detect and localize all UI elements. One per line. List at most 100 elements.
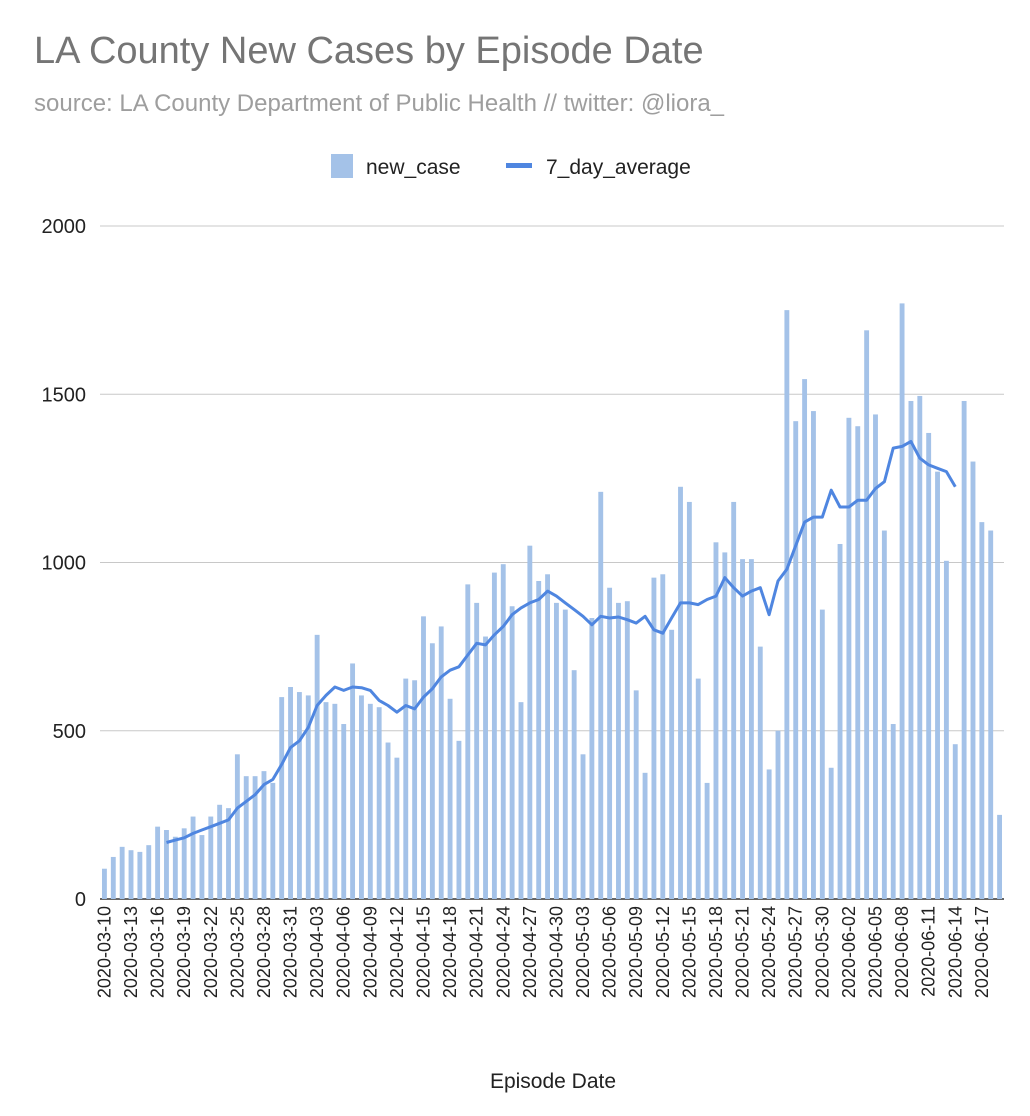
- y-tick-label: 1000: [42, 553, 87, 575]
- bars-new-case: [101, 303, 1003, 899]
- bar-new-case: [571, 670, 577, 899]
- bar-new-case: [350, 663, 356, 899]
- bar-new-case: [181, 828, 187, 899]
- bar-new-case: [819, 609, 825, 899]
- bar-new-case: [359, 695, 364, 899]
- bar-new-case: [784, 310, 790, 899]
- x-tick-label: 2020-05-27: [786, 906, 806, 998]
- x-tick-label: 2020-05-15: [679, 906, 699, 998]
- x-tick-label: 2020-06-14: [945, 906, 965, 998]
- bar-new-case: [536, 581, 542, 899]
- bar-new-case: [155, 826, 161, 899]
- bar-new-case: [873, 414, 878, 899]
- bar-new-case: [890, 724, 896, 899]
- x-tick-label: 2020-03-22: [201, 906, 221, 998]
- x-tick-label: 2020-04-27: [520, 906, 540, 998]
- y-tick-label: 1500: [42, 384, 87, 406]
- x-tick-label: 2020-06-02: [839, 906, 859, 998]
- y-axis-ticks: 0 500 1000 1500 2000: [42, 216, 87, 911]
- bar-new-case: [642, 772, 648, 899]
- gridlines: [100, 225, 1004, 900]
- bar-new-case: [110, 856, 116, 899]
- bar-new-case: [740, 559, 745, 899]
- x-tick-label: 2020-05-03: [573, 906, 593, 998]
- legend-swatch-7-day-average: [506, 163, 532, 168]
- bar-new-case: [988, 530, 994, 899]
- bar-new-case: [394, 757, 400, 899]
- bar-new-case: [314, 634, 320, 899]
- bar-new-case: [438, 626, 444, 899]
- bar-new-case: [190, 816, 196, 899]
- bar-new-case: [421, 616, 426, 899]
- bar-new-case: [491, 572, 497, 899]
- x-tick-label: 2020-06-05: [865, 906, 885, 998]
- bar-new-case: [828, 767, 834, 899]
- bar-new-case: [518, 702, 524, 899]
- x-tick-label: 2020-03-28: [254, 906, 274, 998]
- bar-new-case: [474, 602, 480, 899]
- legend-swatch-new-case: [331, 154, 353, 178]
- legend-label-7-day-average: 7_day_average: [546, 156, 691, 179]
- bar-new-case: [837, 543, 843, 899]
- bar-new-case: [137, 851, 143, 899]
- bar-new-case: [465, 584, 471, 899]
- bar-new-case: [669, 629, 675, 899]
- x-tick-label: 2020-03-13: [121, 906, 141, 998]
- line-7-day-average: [166, 439, 957, 844]
- x-tick-label: 2020-06-17: [972, 906, 992, 998]
- bar-new-case: [164, 830, 169, 899]
- bar-new-case: [811, 411, 816, 899]
- x-tick-label: 2020-05-18: [706, 906, 726, 998]
- x-tick-label: 2020-04-09: [360, 906, 380, 998]
- bar-new-case: [961, 400, 967, 899]
- bar-new-case: [456, 740, 462, 899]
- bar-new-case: [713, 542, 719, 899]
- bar-new-case: [199, 835, 205, 899]
- x-tick-label: 2020-03-19: [174, 906, 194, 998]
- bar-new-case: [908, 400, 914, 899]
- bar-new-case: [500, 564, 506, 899]
- bar-new-case: [128, 850, 134, 899]
- bar-new-case: [243, 776, 249, 899]
- bar-new-case: [527, 545, 533, 899]
- x-tick-label: 2020-04-18: [440, 906, 460, 998]
- chart-subtitle: source: LA County Department of Public H…: [34, 90, 725, 117]
- y-tick-label: 500: [53, 721, 86, 743]
- bar-new-case: [624, 601, 630, 899]
- x-tick-label: 2020-04-24: [493, 906, 513, 998]
- bar-new-case: [864, 330, 870, 899]
- bar-new-case: [731, 501, 737, 899]
- bar-new-case: [943, 560, 949, 899]
- bar-new-case: [305, 695, 311, 899]
- x-tick-label: 2020-03-31: [281, 906, 301, 998]
- x-tick-label: 2020-05-09: [626, 906, 646, 998]
- bar-new-case: [429, 643, 435, 899]
- bar-new-case: [483, 636, 488, 899]
- bar-new-case: [332, 703, 338, 899]
- bar-new-case: [881, 530, 887, 899]
- x-tick-label: 2020-06-08: [892, 906, 912, 998]
- bar-new-case: [146, 845, 152, 899]
- bar-new-case: [633, 690, 639, 899]
- x-tick-label: 2020-03-10: [94, 906, 114, 998]
- bar-new-case: [296, 692, 302, 899]
- x-tick-label: 2020-05-12: [653, 906, 673, 998]
- x-tick-label: 2020-03-25: [227, 906, 247, 998]
- bar-new-case: [748, 559, 754, 899]
- bar-new-case: [208, 816, 214, 899]
- bar-new-case: [447, 698, 453, 899]
- x-tick-label: 2020-03-16: [148, 906, 168, 998]
- bar-new-case: [589, 618, 595, 899]
- bar-new-case: [846, 417, 852, 899]
- bar-new-case: [341, 724, 347, 899]
- bar-new-case: [270, 782, 276, 899]
- legend-label-new-case: new_case: [366, 156, 461, 179]
- bar-new-case: [678, 486, 683, 899]
- bar-new-case: [952, 744, 958, 899]
- y-tick-label: 2000: [42, 216, 87, 238]
- bar-new-case: [899, 303, 905, 899]
- x-tick-label: 2020-04-06: [334, 906, 354, 998]
- bar-new-case: [704, 782, 710, 899]
- bar-new-case: [616, 602, 621, 899]
